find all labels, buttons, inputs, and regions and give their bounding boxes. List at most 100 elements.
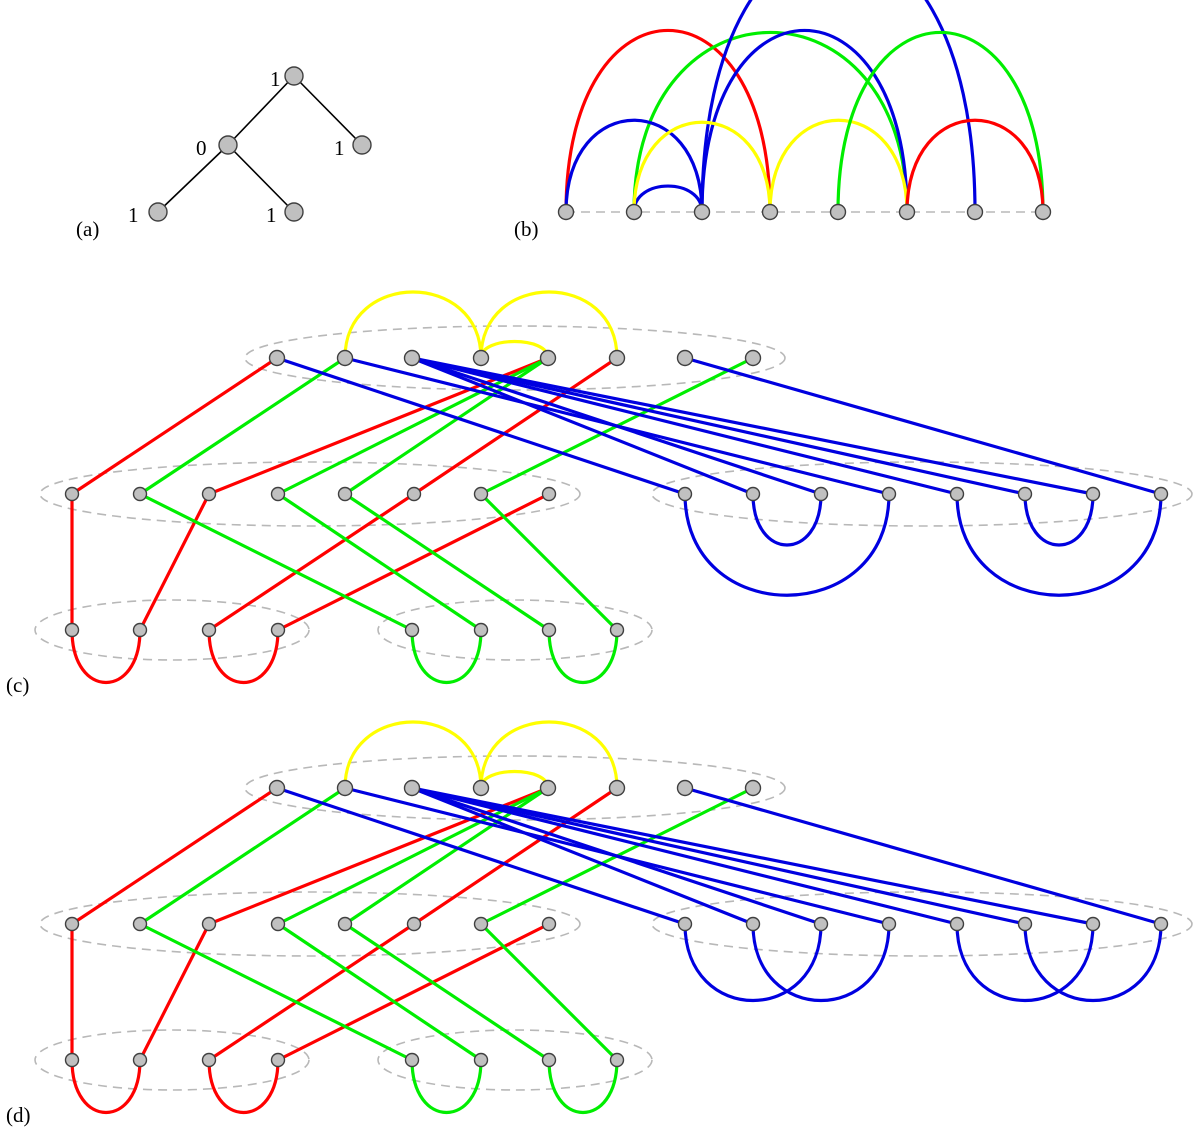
graph-node: [813, 486, 829, 502]
graph-edge: [138, 356, 347, 496]
graph-node: [1085, 916, 1101, 932]
graph-node: [677, 916, 693, 932]
graph-node: [881, 486, 897, 502]
group-ellipse: [39, 891, 581, 957]
group-ellipse: [377, 599, 653, 661]
graph-node: [1085, 486, 1101, 502]
graph-node: [270, 1052, 286, 1068]
group-ellipse: [34, 1029, 310, 1091]
tree-edge: [293, 75, 363, 146]
graph-edge: [410, 786, 959, 926]
graph-edge: [1023, 922, 1163, 1002]
group-ellipse: [651, 891, 1193, 957]
graph-edge: [700, 29, 909, 214]
graph-edge: [70, 1058, 142, 1114]
graph-node: [1017, 916, 1033, 932]
graph-edge: [343, 290, 483, 360]
graph-edge: [479, 340, 550, 360]
graph-node: [609, 622, 625, 638]
graph-edge: [700, 0, 977, 214]
graph-edge: [955, 922, 1095, 1002]
graph-node: [406, 486, 422, 502]
graph-edge: [564, 29, 772, 214]
graph-edge: [276, 922, 483, 1062]
graph-node: [898, 203, 916, 221]
graph-edge: [683, 922, 823, 1002]
graph-node: [608, 779, 626, 797]
graph-node: [268, 349, 286, 367]
graph-edge: [410, 786, 1027, 926]
graph-node: [625, 203, 643, 221]
graph-edge: [410, 356, 1027, 496]
graph-node: [1153, 916, 1169, 932]
graph-edge: [207, 786, 550, 926]
graph-edge: [410, 786, 755, 926]
graph-edge: [955, 492, 1163, 597]
graph-node: [201, 622, 217, 638]
graph-node: [403, 779, 421, 797]
graph-node: [473, 622, 489, 638]
graph-node: [404, 622, 420, 638]
group-ellipses: [34, 755, 1193, 1091]
graph-node: [608, 349, 626, 367]
graph-edge: [70, 628, 142, 684]
graph-edge: [138, 922, 414, 1062]
graph-edge: [412, 786, 619, 926]
graph-edge: [479, 290, 619, 360]
group-ellipses: [34, 325, 1193, 661]
graph-node: [404, 1052, 420, 1068]
graph-node: [677, 486, 693, 502]
graph-edge: [410, 356, 1095, 496]
graph-node: [472, 349, 490, 367]
graph-edge: [410, 356, 755, 496]
graph-edge: [410, 786, 1095, 926]
graph-node: [472, 779, 490, 797]
graph-node: [64, 1052, 80, 1068]
node-group: [64, 779, 1169, 1068]
graph-node: [201, 486, 217, 502]
panel-c-layered-graph: (c): [6, 290, 1193, 697]
group-ellipse: [244, 755, 786, 821]
graph-edge: [547, 1058, 619, 1114]
graph-node: [201, 916, 217, 932]
tree-edge: [157, 144, 229, 213]
graph-edge: [564, 118, 704, 214]
graph-node: [541, 916, 557, 932]
graph-edge: [275, 786, 687, 926]
panel-label-a: (a): [76, 217, 99, 241]
graph-edge: [479, 492, 619, 632]
tree-edge: [227, 75, 295, 146]
graph-edge: [905, 118, 1045, 214]
graph-node: [132, 916, 148, 932]
panel-b-arc-diagram: (b): [514, 0, 1052, 241]
graph-edge: [751, 922, 891, 1002]
graph-edge: [207, 628, 280, 684]
group-ellipse: [651, 461, 1193, 527]
graph-edge: [479, 922, 619, 1062]
graph-node: [829, 203, 847, 221]
graph-edge: [207, 1058, 280, 1114]
tree-node-label: 1: [128, 203, 139, 227]
group-ellipse: [377, 1029, 653, 1091]
graph-node: [336, 779, 354, 797]
graph-edge: [479, 720, 619, 790]
graph-node: [473, 916, 489, 932]
graph-edge: [547, 628, 619, 684]
panel-label-c: (c): [6, 673, 29, 697]
graph-node: [132, 486, 148, 502]
graph-edge: [138, 786, 347, 926]
graph-edge: [410, 786, 823, 926]
graph-edge: [751, 492, 823, 547]
graph-node: [270, 486, 286, 502]
graph-edge: [343, 492, 551, 632]
graph-node: [64, 916, 80, 932]
tree-node-left-left: [148, 202, 168, 222]
panel-a-tree: 1 0 1 1 1 (a): [76, 66, 372, 241]
graph-node: [881, 916, 897, 932]
panel-label-d: (d): [6, 1103, 31, 1127]
graph-node: [337, 916, 353, 932]
graph-edge: [412, 356, 619, 496]
graph-edge: [343, 922, 551, 1062]
graph-node: [1153, 486, 1169, 502]
